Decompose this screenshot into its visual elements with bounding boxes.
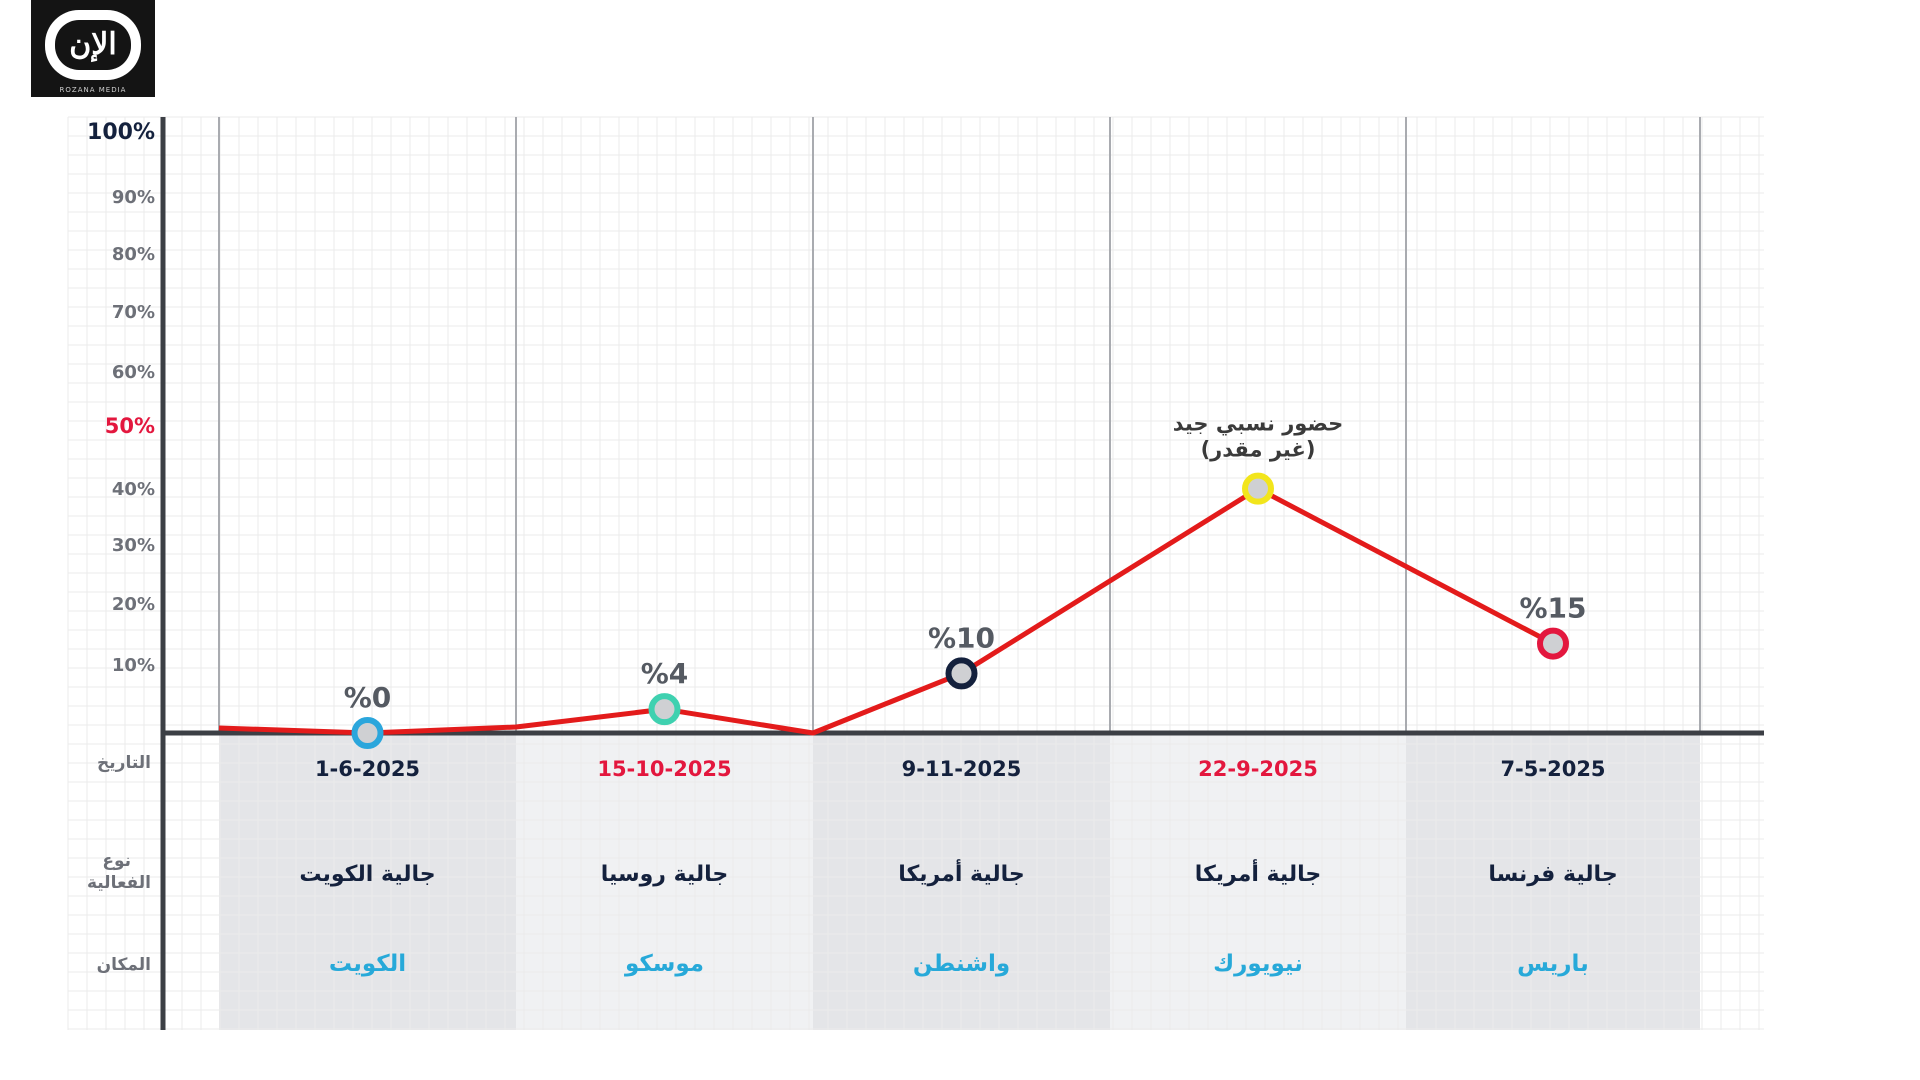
logo-glyph: الإن bbox=[69, 27, 117, 62]
y-tick-label: 70% bbox=[112, 302, 155, 323]
place-label: الكويت bbox=[329, 951, 406, 977]
row-label-date: التاريخ bbox=[97, 753, 151, 773]
y-tick-label: 60% bbox=[112, 362, 155, 383]
event-label: جالية أمريكا bbox=[898, 858, 1025, 887]
y-tick-label: 80% bbox=[112, 244, 155, 265]
y-tick-label: 10% bbox=[112, 655, 155, 676]
data-point-marker bbox=[1242, 472, 1274, 505]
row-label-place: المكان bbox=[97, 955, 151, 975]
y-tick-label: 30% bbox=[112, 535, 155, 556]
date-label: 1-6-2025 bbox=[315, 757, 420, 781]
place-label: نيويورك bbox=[1213, 951, 1303, 977]
data-point-marker bbox=[945, 657, 978, 690]
data-label: حضور نسبي جيد bbox=[1173, 412, 1344, 436]
date-label: 15-10-2025 bbox=[597, 757, 731, 781]
y-tick-label: 90% bbox=[112, 187, 155, 208]
data-point-marker bbox=[648, 693, 681, 726]
logo-caption: ROZANA MEDIA bbox=[59, 86, 127, 94]
event-label: جالية فرنسا bbox=[1488, 862, 1617, 887]
y-tick-label: 100% bbox=[87, 120, 155, 145]
data-label: (غير مقدر) bbox=[1201, 438, 1316, 462]
place-label: واشنطن bbox=[913, 951, 1010, 977]
data-point-marker bbox=[1537, 627, 1569, 660]
y-tick-label: 20% bbox=[112, 594, 155, 615]
data-label: %4 bbox=[641, 657, 689, 690]
data-point-marker bbox=[351, 717, 384, 749]
place-label: موسكو bbox=[624, 951, 704, 977]
row-label-event: نوع الفعالية bbox=[87, 851, 151, 893]
logo-mark: الإن bbox=[45, 10, 141, 80]
data-label: %15 bbox=[1519, 592, 1586, 625]
data-label: %0 bbox=[344, 681, 392, 714]
logo: الإن ROZANA MEDIA bbox=[31, 0, 155, 97]
series-line bbox=[218, 486, 1555, 736]
event-label: جالية روسيا bbox=[601, 862, 729, 887]
date-label: 7-5-2025 bbox=[1500, 757, 1605, 781]
y-tick-label: 40% bbox=[112, 479, 155, 500]
data-label: %10 bbox=[928, 621, 995, 654]
event-label: جالية أمريكا bbox=[1195, 858, 1322, 887]
event-label: جالية الكويت bbox=[299, 862, 435, 887]
date-label: 22-9-2025 bbox=[1198, 757, 1318, 781]
y-tick-label: 50% bbox=[105, 414, 155, 438]
place-label: باريس bbox=[1517, 951, 1589, 977]
date-label: 9-11-2025 bbox=[902, 757, 1022, 781]
